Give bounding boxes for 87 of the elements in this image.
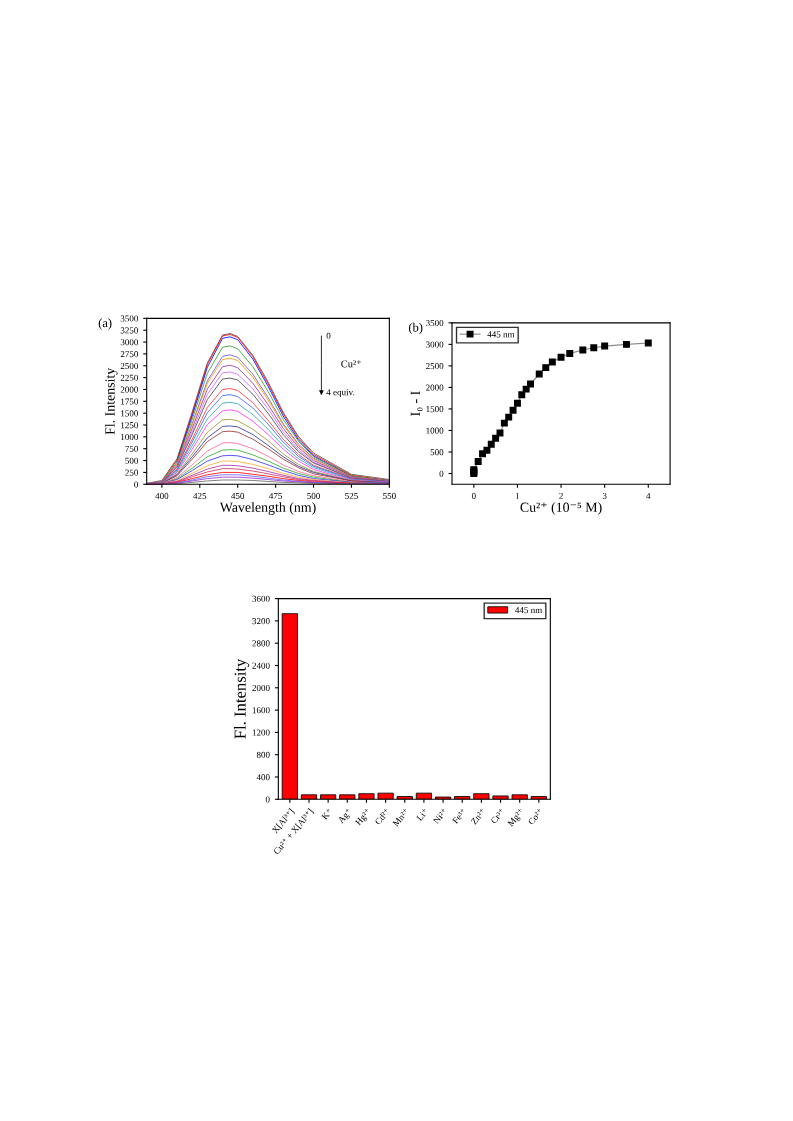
legend-label: 445 nm	[487, 331, 515, 338]
point	[518, 391, 526, 399]
x-tick-label: 425	[193, 492, 207, 499]
y-tick-label: 400	[256, 774, 270, 781]
x-tick-label: K⁺	[321, 808, 333, 821]
point	[548, 358, 556, 366]
y-axis-title: Fl. Intensity	[234, 658, 250, 739]
x-tick-label: 475	[269, 492, 283, 499]
point	[566, 349, 574, 357]
point	[509, 406, 517, 414]
annotation: 0	[326, 332, 331, 339]
point	[527, 380, 534, 388]
point	[542, 364, 550, 372]
y-tick-label: 2000	[426, 384, 444, 391]
x-axis-title: Cu²⁺ (10⁻⁵ M)	[520, 502, 602, 515]
y-tick-label: 500	[430, 449, 444, 456]
y-tick-label: 250	[125, 469, 139, 476]
x-tick-label: Co²⁺	[527, 808, 544, 826]
point	[590, 344, 598, 352]
x-tick-label: Cr³⁺	[490, 808, 506, 825]
y-tick-label: 1600	[252, 707, 270, 714]
y-tick-label: 750	[125, 445, 139, 452]
y-tick-label: 3250	[120, 327, 139, 334]
y-tick-label: 2250	[120, 374, 139, 381]
y-tick-label: 3500	[120, 315, 139, 322]
point	[492, 434, 500, 442]
x-tick-label: 500	[307, 492, 320, 499]
x-axis-title: Wavelength (nm)	[219, 502, 316, 515]
y-tick-label: 3600	[252, 595, 270, 602]
legend-label: 445 nm	[515, 607, 543, 614]
point	[535, 370, 543, 378]
x-tick-label: 525	[345, 492, 358, 499]
point	[496, 429, 504, 437]
y-tick-label: 2750	[120, 351, 139, 358]
y-tick-label: 1000	[426, 427, 444, 434]
y-tick-label: 3000	[120, 339, 139, 346]
x-tick-label: 4	[646, 492, 651, 499]
y-tick-label: 1250	[121, 422, 139, 429]
x-tick-label: Cd²⁺	[374, 808, 391, 826]
y-tick-label: 2500	[120, 362, 139, 369]
y-tick-label: 1000	[121, 434, 139, 441]
y-tick-label: 1500	[121, 410, 139, 417]
y-tick-label: 0	[134, 481, 139, 488]
y-tick-label: 2800	[252, 640, 270, 647]
x-tick-label: Fe³⁺	[451, 808, 467, 825]
x-tick-label: Ni²⁺	[432, 808, 448, 825]
annotation: 4 equiv.	[326, 389, 355, 398]
point	[483, 446, 491, 454]
point	[522, 385, 530, 393]
text: (b)	[408, 322, 423, 335]
x-tick-label: 0	[471, 492, 476, 499]
point	[505, 413, 513, 421]
y-tick-label: 3500	[426, 319, 444, 327]
point	[513, 399, 521, 407]
y-tick-label: 2500	[426, 363, 444, 370]
y-tick-label: 2000	[252, 684, 270, 692]
point	[487, 440, 495, 448]
y-tick-label: 2400	[252, 662, 270, 669]
y-tick-label: 1500	[426, 406, 444, 413]
y-tick-label: 800	[256, 751, 270, 758]
point	[622, 340, 630, 348]
x-tick-label: Li⁺	[415, 808, 429, 822]
x-tick-label: Ag⁺	[337, 808, 354, 825]
point	[474, 457, 482, 465]
text: (a)	[98, 318, 112, 330]
y-tick-label: 0	[265, 796, 270, 803]
x-tick-label: 450	[231, 492, 245, 499]
y-axis-title: Fl. Intensity	[104, 367, 118, 435]
x-tick-label: 1	[515, 492, 520, 499]
x-tick-label: 550	[383, 492, 396, 499]
y-tick-label: 500	[125, 457, 139, 464]
y-tick-label: 1750	[121, 398, 139, 405]
x-tick-label: 400	[155, 492, 169, 499]
annotation: Cu²⁺	[341, 360, 361, 368]
y-tick-label: 3200	[252, 618, 270, 625]
y-axis-title: I₀ - I	[410, 391, 423, 416]
point	[644, 339, 652, 347]
point	[557, 353, 565, 361]
y-tick-label: 3000	[426, 341, 444, 348]
point	[601, 342, 609, 350]
y-tick-label: 1200	[252, 729, 270, 736]
x-tick-label: 2	[559, 492, 563, 499]
x-tick-label: 3	[602, 492, 607, 499]
y-tick-label: 0	[439, 470, 444, 477]
point	[500, 419, 508, 427]
y-tick-label: 2000	[120, 386, 139, 393]
point	[579, 346, 587, 354]
